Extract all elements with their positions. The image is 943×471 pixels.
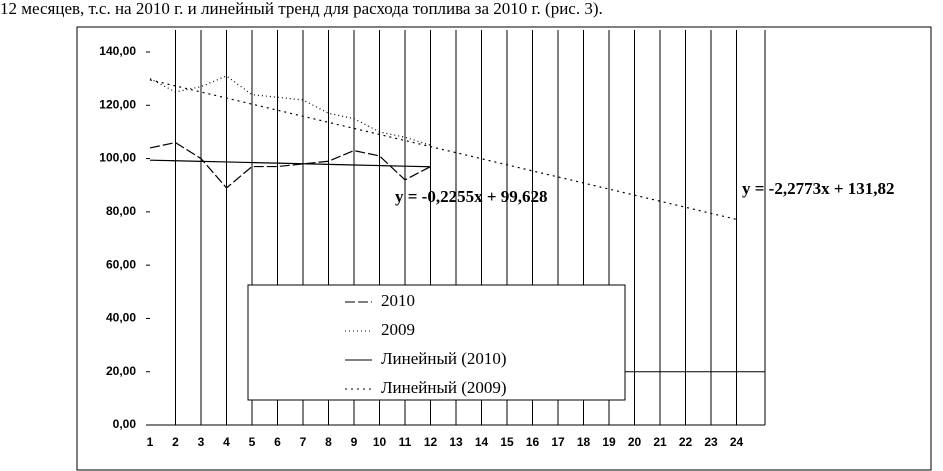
x-tick-label: 11 [399,435,412,449]
series-line [149,159,431,168]
legend [247,284,626,401]
y-tick-label: 40,00 [106,311,136,325]
legend-label: Линейный (2009) [381,378,507,397]
series-line [149,75,431,146]
x-tick-label: 5 [249,435,256,449]
y-tick-label: 80,00 [106,204,136,218]
legend-label: 2010 [381,291,415,310]
x-tick-label: 21 [653,435,667,449]
y-tick-label: 140,00 [99,44,136,58]
page-text: 12 месяцев, т.с. на 2010 г. и линейный т… [0,0,603,18]
y-tick-label: 20,00 [106,364,136,378]
chart-frame [76,26,932,471]
x-tick-label: 17 [551,435,565,449]
x-tick-label: 8 [325,435,332,449]
x-tick-label: 2 [172,435,179,449]
x-tick-label: 6 [274,435,281,449]
series-line [149,141,431,189]
x-tick-label: 22 [679,435,693,449]
legend-label: 2009 [381,320,415,339]
x-tick-label: 13 [449,435,463,449]
x-tick-label: 4 [223,435,230,449]
x-tick-label: 20 [628,435,642,449]
y-tick-label: 0,00 [113,417,137,431]
legend-label: Линейный (2010) [381,349,507,368]
x-tick-label: 23 [704,435,718,449]
x-tick-label: 9 [351,435,358,449]
x-tick-label: 12 [424,435,438,449]
y-tick-label: 100,00 [99,151,136,165]
y-tick-label: 60,00 [106,257,136,271]
x-tick-label: 19 [602,435,616,449]
x-tick-label: 16 [526,435,540,449]
x-tick-label: 18 [577,435,591,449]
x-tick-label: 10 [373,435,387,449]
x-tick-label: 3 [198,435,205,449]
x-tick-label: 14 [475,435,489,449]
x-tick-label: 1 [147,435,154,449]
trend-equation: y = -2,2773x + 131,82 [742,179,895,198]
x-tick-label: 7 [300,435,307,449]
y-tick-label: 120,00 [99,97,136,111]
x-tick-label: 24 [730,435,744,449]
trend-equation: y = -0,2255x + 99,628 [395,187,548,206]
series-line [149,79,737,220]
x-tick-label: 15 [500,435,514,449]
